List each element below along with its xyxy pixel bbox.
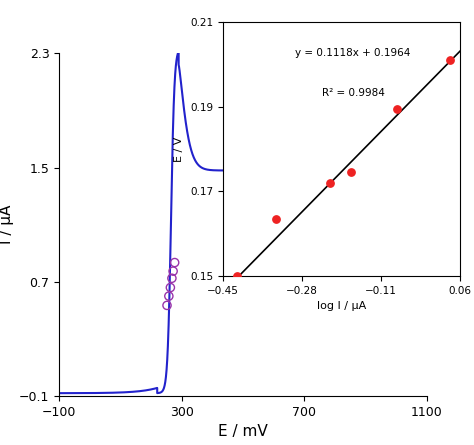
Y-axis label: I / μA: I / μA xyxy=(0,205,14,244)
Point xyxy=(326,179,333,186)
Point xyxy=(447,57,454,64)
Point xyxy=(169,267,177,275)
Point xyxy=(233,272,240,279)
X-axis label: E / mV: E / mV xyxy=(218,425,268,439)
Point xyxy=(163,302,171,309)
Text: y = 0.1118x + 0.1964: y = 0.1118x + 0.1964 xyxy=(295,48,411,57)
Point xyxy=(168,275,176,282)
Point xyxy=(273,215,280,222)
Y-axis label: E / V: E / V xyxy=(174,136,184,162)
Point xyxy=(393,105,401,113)
Point xyxy=(165,292,173,299)
Point xyxy=(166,284,174,291)
Point xyxy=(347,169,355,176)
X-axis label: log I / μA: log I / μA xyxy=(317,301,366,311)
Text: R² = 0.9984: R² = 0.9984 xyxy=(322,88,384,98)
Point xyxy=(171,259,178,266)
